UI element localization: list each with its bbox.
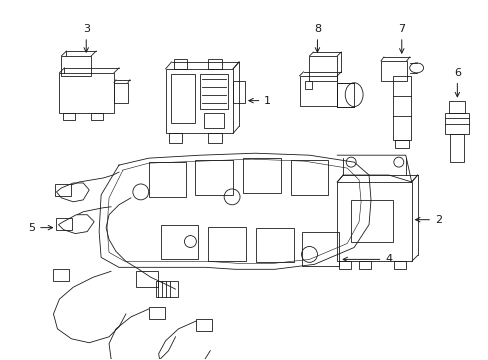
Bar	[233, 81, 244, 103]
Bar	[449, 134, 463, 162]
Bar	[61, 56, 91, 76]
Text: 1: 1	[248, 96, 271, 105]
Bar	[350, 200, 392, 242]
Bar	[55, 184, 71, 196]
Bar	[148, 307, 164, 319]
Bar	[448, 100, 464, 113]
Bar	[168, 133, 182, 143]
Bar	[445, 113, 468, 134]
Bar	[309, 56, 337, 81]
Bar	[301, 231, 339, 266]
Bar	[148, 162, 186, 197]
Bar	[155, 281, 177, 297]
Text: 4: 4	[343, 255, 392, 264]
Bar	[136, 271, 157, 287]
Bar	[173, 59, 187, 69]
Text: 8: 8	[313, 24, 320, 52]
Bar	[208, 227, 245, 261]
Bar	[337, 83, 353, 107]
Bar	[337, 182, 411, 261]
Bar	[208, 59, 222, 69]
Bar	[299, 76, 337, 105]
Bar	[208, 133, 222, 143]
Bar	[165, 69, 233, 133]
Bar	[161, 225, 198, 260]
Bar	[53, 269, 69, 281]
Bar	[195, 160, 233, 195]
Bar	[380, 61, 406, 81]
Bar	[114, 83, 128, 103]
Bar	[170, 74, 195, 123]
Bar	[290, 160, 327, 195]
Bar	[60, 73, 114, 113]
Polygon shape	[337, 155, 411, 182]
Text: 2: 2	[415, 215, 441, 225]
Bar	[339, 261, 350, 269]
Bar	[91, 113, 103, 121]
Text: 6: 6	[453, 68, 460, 97]
Text: 7: 7	[397, 24, 405, 53]
Text: 5: 5	[28, 222, 53, 233]
Bar	[394, 140, 408, 148]
Bar	[393, 261, 405, 269]
Bar	[243, 158, 280, 193]
Bar	[56, 218, 72, 230]
Bar	[63, 113, 75, 121]
Bar	[204, 113, 224, 129]
Polygon shape	[99, 153, 370, 269]
Bar	[392, 76, 410, 140]
Bar	[255, 228, 293, 262]
Bar	[200, 74, 228, 109]
Text: 3: 3	[82, 24, 89, 52]
Bar	[196, 319, 212, 331]
Bar	[358, 261, 370, 269]
Bar	[304, 81, 312, 89]
